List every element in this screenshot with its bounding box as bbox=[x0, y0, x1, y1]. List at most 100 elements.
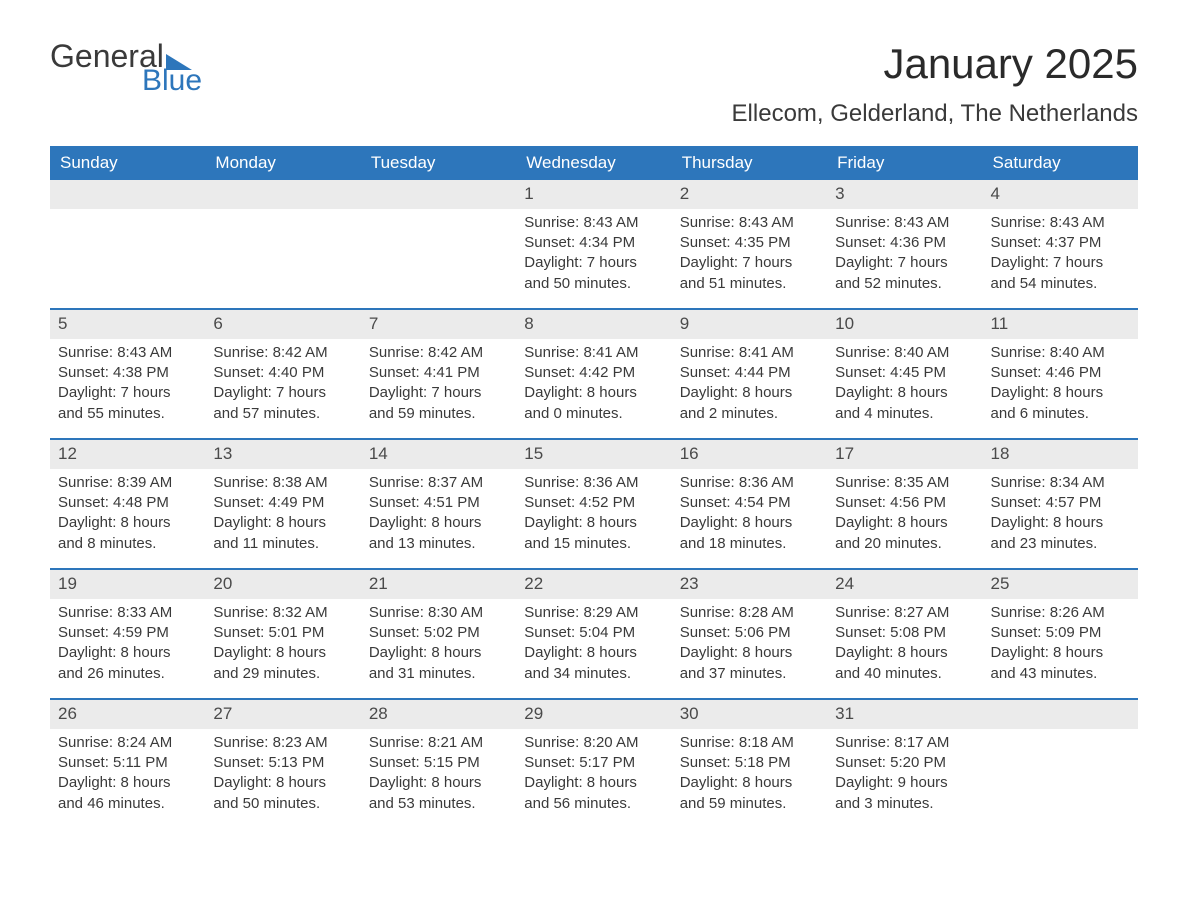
day-cell bbox=[50, 180, 205, 308]
day-body: Sunrise: 8:28 AMSunset: 5:06 PMDaylight:… bbox=[672, 599, 827, 698]
sunrise-text: Sunrise: 8:18 AM bbox=[680, 733, 819, 753]
day-body: Sunrise: 8:42 AMSunset: 4:40 PMDaylight:… bbox=[205, 339, 360, 438]
daylight-text-1: Daylight: 7 hours bbox=[369, 383, 508, 403]
daylight-text-2: and 20 minutes. bbox=[835, 534, 974, 554]
daylight-text-2: and 2 minutes. bbox=[680, 404, 819, 424]
daylight-text-1: Daylight: 8 hours bbox=[524, 773, 663, 793]
day-number: 3 bbox=[827, 180, 982, 209]
day-number: 12 bbox=[50, 440, 205, 469]
sunrise-text: Sunrise: 8:43 AM bbox=[835, 213, 974, 233]
daylight-text-1: Daylight: 8 hours bbox=[58, 773, 197, 793]
week-row: 5Sunrise: 8:43 AMSunset: 4:38 PMDaylight… bbox=[50, 308, 1138, 438]
day-body: Sunrise: 8:43 AMSunset: 4:37 PMDaylight:… bbox=[983, 209, 1138, 308]
day-cell: 4Sunrise: 8:43 AMSunset: 4:37 PMDaylight… bbox=[983, 180, 1138, 308]
day-body: Sunrise: 8:18 AMSunset: 5:18 PMDaylight:… bbox=[672, 729, 827, 828]
daylight-text-1: Daylight: 8 hours bbox=[369, 773, 508, 793]
day-cell: 27Sunrise: 8:23 AMSunset: 5:13 PMDayligh… bbox=[205, 700, 360, 828]
daylight-text-2: and 54 minutes. bbox=[991, 274, 1130, 294]
day-number: 22 bbox=[516, 570, 671, 599]
day-body: Sunrise: 8:42 AMSunset: 4:41 PMDaylight:… bbox=[361, 339, 516, 438]
day-number: 15 bbox=[516, 440, 671, 469]
sunrise-text: Sunrise: 8:36 AM bbox=[524, 473, 663, 493]
sunrise-text: Sunrise: 8:21 AM bbox=[369, 733, 508, 753]
day-number: 9 bbox=[672, 310, 827, 339]
day-cell: 14Sunrise: 8:37 AMSunset: 4:51 PMDayligh… bbox=[361, 440, 516, 568]
day-cell: 25Sunrise: 8:26 AMSunset: 5:09 PMDayligh… bbox=[983, 570, 1138, 698]
daylight-text-1: Daylight: 8 hours bbox=[58, 643, 197, 663]
sunrise-text: Sunrise: 8:27 AM bbox=[835, 603, 974, 623]
day-number: 27 bbox=[205, 700, 360, 729]
sunrise-text: Sunrise: 8:34 AM bbox=[991, 473, 1130, 493]
daylight-text-1: Daylight: 8 hours bbox=[58, 513, 197, 533]
sunrise-text: Sunrise: 8:43 AM bbox=[524, 213, 663, 233]
daylight-text-1: Daylight: 8 hours bbox=[835, 383, 974, 403]
sunset-text: Sunset: 5:11 PM bbox=[58, 753, 197, 773]
day-number: 24 bbox=[827, 570, 982, 599]
location-text: Ellecom, Gelderland, The Netherlands bbox=[732, 100, 1138, 128]
daylight-text-1: Daylight: 8 hours bbox=[524, 383, 663, 403]
daylight-text-2: and 50 minutes. bbox=[213, 794, 352, 814]
daylight-text-2: and 3 minutes. bbox=[835, 794, 974, 814]
day-number bbox=[361, 180, 516, 209]
day-number: 19 bbox=[50, 570, 205, 599]
day-body: Sunrise: 8:27 AMSunset: 5:08 PMDaylight:… bbox=[827, 599, 982, 698]
sunset-text: Sunset: 4:37 PM bbox=[991, 233, 1130, 253]
sunrise-text: Sunrise: 8:24 AM bbox=[58, 733, 197, 753]
day-body: Sunrise: 8:43 AMSunset: 4:35 PMDaylight:… bbox=[672, 209, 827, 308]
sunset-text: Sunset: 4:40 PM bbox=[213, 363, 352, 383]
day-cell bbox=[983, 700, 1138, 828]
sunset-text: Sunset: 5:15 PM bbox=[369, 753, 508, 773]
day-body: Sunrise: 8:29 AMSunset: 5:04 PMDaylight:… bbox=[516, 599, 671, 698]
day-cell: 20Sunrise: 8:32 AMSunset: 5:01 PMDayligh… bbox=[205, 570, 360, 698]
day-number: 20 bbox=[205, 570, 360, 599]
day-cell: 31Sunrise: 8:17 AMSunset: 5:20 PMDayligh… bbox=[827, 700, 982, 828]
daylight-text-2: and 43 minutes. bbox=[991, 664, 1130, 684]
sunset-text: Sunset: 5:09 PM bbox=[991, 623, 1130, 643]
sunset-text: Sunset: 5:02 PM bbox=[369, 623, 508, 643]
daylight-text-1: Daylight: 7 hours bbox=[835, 253, 974, 273]
daylight-text-1: Daylight: 7 hours bbox=[524, 253, 663, 273]
day-cell: 7Sunrise: 8:42 AMSunset: 4:41 PMDaylight… bbox=[361, 310, 516, 438]
sunset-text: Sunset: 5:08 PM bbox=[835, 623, 974, 643]
sunset-text: Sunset: 4:38 PM bbox=[58, 363, 197, 383]
daylight-text-2: and 29 minutes. bbox=[213, 664, 352, 684]
daylight-text-1: Daylight: 8 hours bbox=[835, 513, 974, 533]
sunrise-text: Sunrise: 8:41 AM bbox=[680, 343, 819, 363]
day-body: Sunrise: 8:35 AMSunset: 4:56 PMDaylight:… bbox=[827, 469, 982, 568]
sunset-text: Sunset: 4:51 PM bbox=[369, 493, 508, 513]
day-number: 18 bbox=[983, 440, 1138, 469]
day-body: Sunrise: 8:43 AMSunset: 4:38 PMDaylight:… bbox=[50, 339, 205, 438]
weekday-header-cell: Tuesday bbox=[361, 146, 516, 180]
day-body: Sunrise: 8:33 AMSunset: 4:59 PMDaylight:… bbox=[50, 599, 205, 698]
sunrise-text: Sunrise: 8:23 AM bbox=[213, 733, 352, 753]
daylight-text-1: Daylight: 8 hours bbox=[835, 643, 974, 663]
weekday-header-cell: Saturday bbox=[983, 146, 1138, 180]
daylight-text-2: and 57 minutes. bbox=[213, 404, 352, 424]
day-number: 29 bbox=[516, 700, 671, 729]
day-cell: 8Sunrise: 8:41 AMSunset: 4:42 PMDaylight… bbox=[516, 310, 671, 438]
daylight-text-1: Daylight: 8 hours bbox=[991, 643, 1130, 663]
day-number: 1 bbox=[516, 180, 671, 209]
day-body: Sunrise: 8:36 AMSunset: 4:54 PMDaylight:… bbox=[672, 469, 827, 568]
day-number: 30 bbox=[672, 700, 827, 729]
daylight-text-2: and 6 minutes. bbox=[991, 404, 1130, 424]
day-number: 11 bbox=[983, 310, 1138, 339]
day-body: Sunrise: 8:39 AMSunset: 4:48 PMDaylight:… bbox=[50, 469, 205, 568]
weekday-header-cell: Monday bbox=[205, 146, 360, 180]
week-row: 1Sunrise: 8:43 AMSunset: 4:34 PMDaylight… bbox=[50, 180, 1138, 308]
day-number bbox=[205, 180, 360, 209]
day-number: 26 bbox=[50, 700, 205, 729]
day-cell: 10Sunrise: 8:40 AMSunset: 4:45 PMDayligh… bbox=[827, 310, 982, 438]
daylight-text-1: Daylight: 7 hours bbox=[991, 253, 1130, 273]
daylight-text-1: Daylight: 8 hours bbox=[991, 513, 1130, 533]
daylight-text-1: Daylight: 8 hours bbox=[369, 643, 508, 663]
sunrise-text: Sunrise: 8:36 AM bbox=[680, 473, 819, 493]
day-body: Sunrise: 8:30 AMSunset: 5:02 PMDaylight:… bbox=[361, 599, 516, 698]
weekday-header-cell: Wednesday bbox=[516, 146, 671, 180]
day-number: 13 bbox=[205, 440, 360, 469]
daylight-text-1: Daylight: 8 hours bbox=[991, 383, 1130, 403]
sunrise-text: Sunrise: 8:42 AM bbox=[213, 343, 352, 363]
daylight-text-1: Daylight: 8 hours bbox=[213, 513, 352, 533]
day-number: 8 bbox=[516, 310, 671, 339]
sunrise-text: Sunrise: 8:38 AM bbox=[213, 473, 352, 493]
